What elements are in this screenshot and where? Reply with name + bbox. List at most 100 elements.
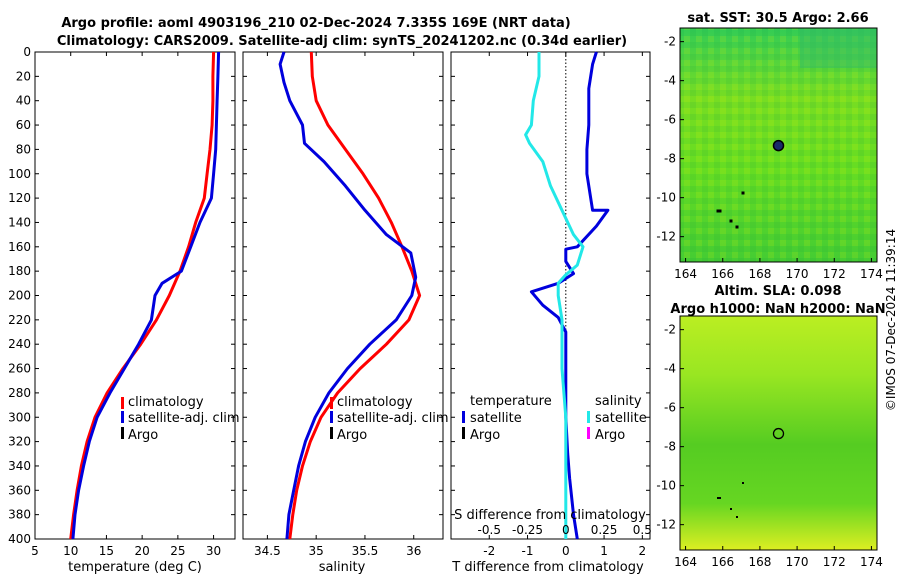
climatology-line — [288, 51, 422, 540]
s-tick-label: -0.5 — [478, 523, 501, 537]
x-tick-label: -2 — [483, 544, 495, 558]
x-tick-label: 1 — [600, 544, 608, 558]
salinity-legend: climatology satellite-adj. clim Argo — [330, 395, 449, 443]
depth-tick-label: 260 — [8, 362, 31, 376]
x-tick-label: 35 — [309, 544, 324, 558]
s-tick-label: 0.5 — [633, 523, 652, 537]
satellite-adj-clim-line — [71, 51, 221, 540]
sla-islands — [717, 482, 744, 518]
temperature-axes-box — [34, 51, 236, 540]
x-tick-label: 25 — [170, 544, 185, 558]
salinity-lines — [278, 51, 422, 540]
difference-legend: temperature satellite Argo salinity sate… — [462, 394, 647, 443]
x-tick-label: 34.5 — [254, 544, 281, 558]
island — [717, 497, 721, 499]
depth-tick-label: 20 — [16, 69, 31, 83]
legend-s-argo: Argo — [595, 428, 625, 443]
island — [730, 508, 732, 510]
map-y-tick-label: -8 — [664, 152, 676, 166]
map-y-tick-label: -4 — [664, 362, 676, 376]
satellite-adj-clim-line — [278, 51, 418, 540]
island — [735, 225, 739, 229]
map-y-tick-label: -2 — [664, 323, 676, 337]
s-difference-ticks: -0.5 -0.25 0 0.25 0.5 — [478, 523, 652, 537]
depth-tick-label: 280 — [8, 386, 31, 400]
legend-temperature: temperature — [470, 394, 552, 409]
depth-tick-label: 360 — [8, 483, 31, 497]
x-tick-label: 10 — [63, 544, 78, 558]
depth-tick-label: 340 — [8, 459, 31, 473]
depth-tick-label: 0 — [23, 45, 31, 59]
legend-satellite: satellite-adj. clim — [128, 411, 240, 426]
map-y-tick-label: -6 — [664, 401, 676, 415]
depth-tick-label: 40 — [16, 94, 31, 108]
legend-climatology: climatology — [128, 395, 204, 410]
t-difference-xlabel: T difference from climatology — [451, 560, 644, 575]
map-y-tick-label: -4 — [664, 74, 676, 88]
map-y-tick-label: -12 — [656, 230, 676, 244]
map-x-tick-label: 170 — [786, 267, 809, 281]
map-x-tick-label: 172 — [823, 267, 846, 281]
legend-swatch-climatology — [330, 397, 333, 409]
depth-tick-label: 240 — [8, 337, 31, 351]
map-x-tick-label: 168 — [748, 267, 771, 281]
map-y-tick-label: -10 — [656, 479, 676, 493]
temperature-lines — [69, 51, 221, 540]
island — [729, 219, 733, 223]
legend-swatch-argo — [121, 427, 124, 439]
depth-tick-label: 140 — [8, 215, 31, 229]
salinity-depth-ticks — [243, 51, 443, 540]
difference-lines — [524, 51, 610, 540]
depth-tick-label: 380 — [8, 508, 31, 522]
x-tick-label: 36 — [406, 544, 421, 558]
title-line-2: Climatology: CARS2009. Satellite-adj cli… — [57, 34, 627, 49]
map-x-tick-label: 166 — [711, 555, 734, 569]
legend-swatch-satellite — [121, 411, 124, 423]
legend-swatch-climatology — [121, 397, 124, 409]
sla-argo-marker — [772, 427, 785, 440]
sst-cool-patch — [800, 28, 877, 68]
sst-islands — [716, 191, 745, 229]
depth-tick-label: 400 — [8, 532, 31, 546]
map-x-tick-label: 168 — [748, 555, 771, 569]
map-x-tick-label: 164 — [674, 267, 697, 281]
x-tick-label: 20 — [135, 544, 150, 558]
depth-tick-label: 120 — [8, 191, 31, 205]
legend-swatch-t-satellite — [462, 411, 465, 423]
depth-tick-label: 320 — [8, 435, 31, 449]
map-x-tick-label: 166 — [711, 267, 734, 281]
sla-field — [679, 315, 878, 551]
depth-tick-label: 80 — [16, 142, 31, 156]
legend-swatch-s-argo — [587, 427, 590, 439]
legend-argo: Argo — [128, 428, 158, 443]
s-tick-label: 0 — [562, 523, 570, 537]
legend-t-argo: Argo — [470, 428, 500, 443]
x-tick-label: 2 — [639, 544, 647, 558]
map-y-tick-label: -10 — [656, 191, 676, 205]
island — [741, 191, 745, 195]
map-x-tick-label: 174 — [860, 555, 883, 569]
difference-axes-box — [450, 51, 651, 540]
temperature-xlabel: temperature (deg C) — [68, 560, 202, 575]
legend-swatch-argo — [330, 427, 333, 439]
title-line-1: Argo profile: aoml 4903196_210 02-Dec-20… — [61, 16, 570, 31]
x-tick-label: 30 — [206, 544, 221, 558]
depth-tick-label: 200 — [8, 289, 31, 303]
x-tick-label: 35.5 — [352, 544, 379, 558]
x-tick-label: -1 — [522, 544, 534, 558]
sst-argo-marker — [772, 139, 785, 152]
sst-map-title: sat. SST: 30.5 Argo: 2.66 — [687, 11, 868, 26]
map-x-tick-label: 170 — [786, 555, 809, 569]
legend-swatch-t-argo — [462, 427, 465, 439]
temperature-panel: 0 20 40 60 80 100 120 140 160 180 200 220 240 260 280 3… — [8, 45, 240, 575]
map-y-tick-label: -2 — [664, 35, 676, 49]
legend-t-satellite: satellite — [470, 411, 522, 426]
climatology-line — [69, 51, 216, 540]
map-x-tick-label: 164 — [674, 555, 697, 569]
sst-frame — [679, 27, 878, 263]
legend-climatology: climatology — [337, 395, 413, 410]
island — [742, 482, 744, 484]
sla-map-title-2: Argo h1000: NaN h2000: NaN — [670, 302, 885, 317]
map-y-tick-label: -8 — [664, 440, 676, 454]
